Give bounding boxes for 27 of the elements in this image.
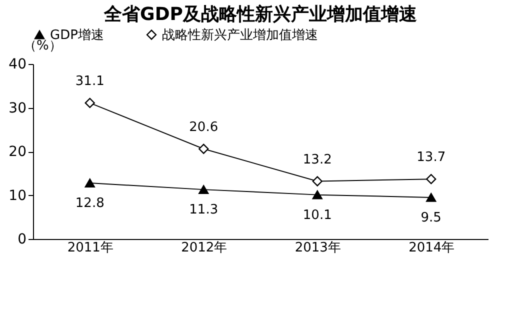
point bbox=[312, 176, 322, 186]
x-tick-label: 2012年 bbox=[181, 240, 228, 256]
chart-title: 全省GDP及战略性新兴产业增加值增速 bbox=[103, 4, 417, 25]
point bbox=[312, 190, 322, 200]
data-label: 20.6 bbox=[189, 120, 218, 135]
point bbox=[426, 192, 436, 202]
data-label: 13.7 bbox=[416, 150, 446, 166]
data-label: 13.2 bbox=[302, 152, 332, 168]
point bbox=[198, 144, 209, 154]
legend-label: 战略性新兴产业增加值增速 bbox=[162, 28, 318, 43]
data-label: 9.5 bbox=[420, 210, 442, 226]
x-tick-label: 2013年 bbox=[294, 240, 341, 256]
y-tick-label: 20 bbox=[8, 144, 26, 160]
y-tick-label: 40 bbox=[8, 56, 26, 72]
y-tick-label: 30 bbox=[8, 100, 26, 116]
data-label: 31.1 bbox=[75, 74, 104, 89]
y-tick-label: 0 bbox=[18, 232, 26, 248]
data-label: 10.1 bbox=[302, 208, 332, 223]
point bbox=[198, 185, 209, 194]
point bbox=[84, 98, 95, 108]
point bbox=[426, 174, 436, 184]
x-tick-label: 2014年 bbox=[408, 240, 455, 256]
y-tick-label: 10 bbox=[8, 188, 26, 204]
data-label: 11.3 bbox=[189, 202, 218, 218]
point bbox=[84, 178, 95, 188]
x-tick-label: 2011年 bbox=[67, 240, 114, 256]
data-label: 12.8 bbox=[75, 196, 104, 211]
